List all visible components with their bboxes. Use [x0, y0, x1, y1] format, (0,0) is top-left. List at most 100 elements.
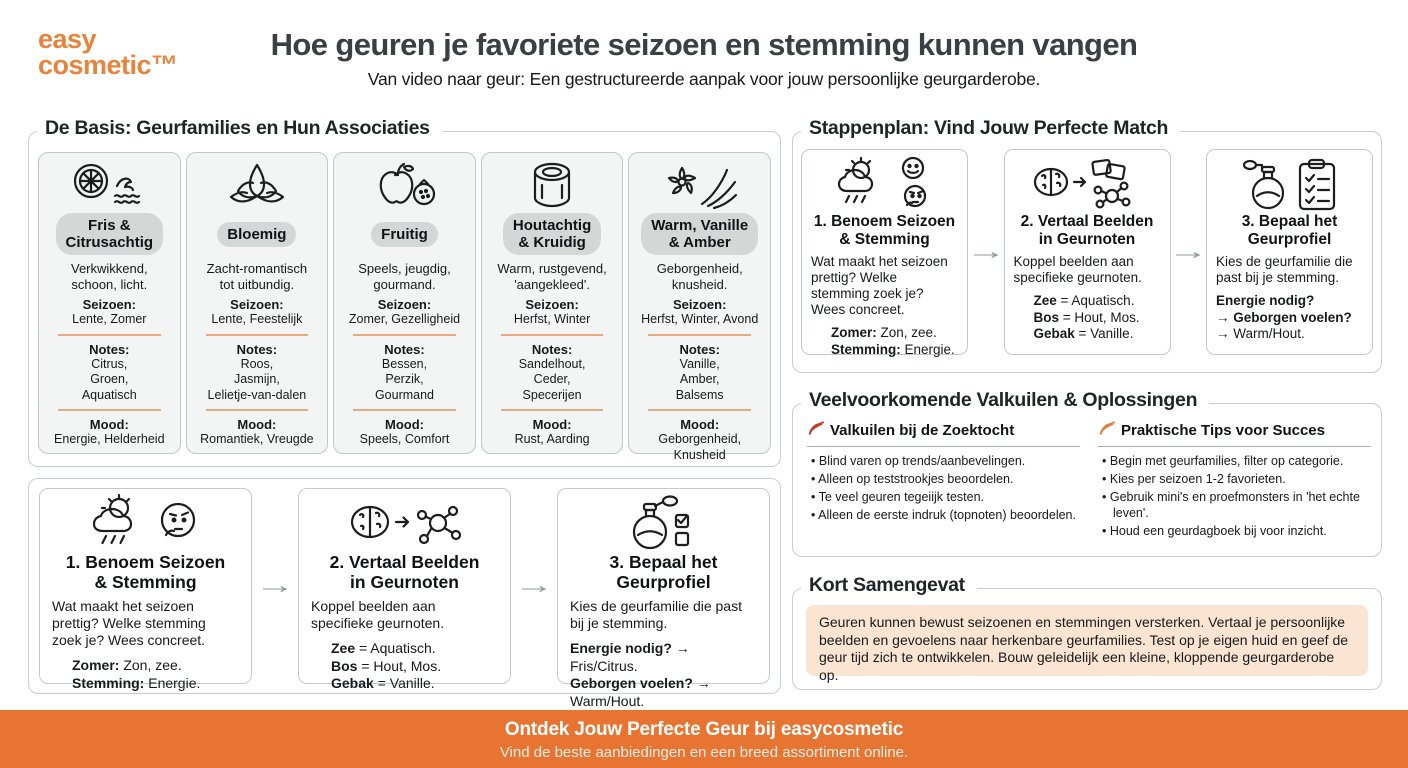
step-title: 3. Bepaal het Geurprofiel [609, 552, 718, 592]
season-mood-icon [52, 493, 239, 551]
step-keyvalue: Bos = Hout, Mos. [1033, 309, 1140, 325]
season-mood-icon [811, 154, 958, 212]
seizoen-label: Seizoen: [82, 297, 137, 312]
divider [648, 409, 751, 411]
pitfalls-column-header: Valkuilen bij de Zoektocht [807, 420, 1080, 447]
tips-bullet-list: Begin met geurfamilies, filter op catego… [1098, 454, 1371, 539]
divider [205, 409, 309, 411]
arrow-right-icon: → [513, 572, 555, 599]
bullet-item: Alleen op teststrookjes beoordelen. [811, 472, 1080, 488]
seizoen-label: Seizoen: [525, 297, 579, 312]
seizoen-label: Seizoen: [672, 297, 727, 312]
seizoen-value: Herfst, Winter, Avond [641, 312, 759, 326]
divider [58, 409, 161, 411]
stappenplan-steps-row: 1. Benoem Seizoen & Stemming Wat maakt h… [793, 132, 1381, 372]
mood-label: Mood: [532, 417, 572, 432]
step-card-2: 2. Vertaal Beelden in Geurnoten Koppel b… [1003, 149, 1171, 355]
step-card-2: 2. Vertaal Beelden in Geurnoten Koppel b… [298, 488, 511, 691]
step-keyvalue: Zee = Aquatisch. [1033, 293, 1135, 308]
step-keyvalue: Stemming: Energie. [72, 674, 201, 691]
family-description: Warm, rustgevend, 'aangekleed'. [497, 261, 607, 292]
step-keyvalue: → Warm/Hout. [1216, 326, 1305, 341]
chili-orange-icon [1098, 420, 1116, 441]
perfume-checklist-icon [570, 493, 757, 551]
footer-subtitle: Vind de beste aanbiedingen en een breed … [499, 744, 909, 761]
step-keyvalue: Zomer: Zon, zee. [831, 325, 937, 340]
step-keyvalue: Energie nodig? [1216, 293, 1315, 308]
divider [58, 333, 161, 336]
step-title: 2. Vertaal Beelden in Geurnoten [329, 552, 480, 592]
mood-value: Rust, Aarding [514, 432, 590, 446]
notes-label: Notes: [679, 341, 720, 357]
family-name-pill: Houtachtig & Kruidig [491, 211, 614, 257]
family-description: Geborgenheid, knusheid. [656, 261, 743, 292]
mood-value: Geborgenheid, Knusheid [658, 432, 742, 462]
families-section-title: De Basis: Geurfamilies en Hun Associatie… [37, 117, 442, 140]
bottom-steps-row: 1. Benoem Seizoen & Stemming Wat maakt h… [29, 479, 780, 709]
mood-value: Energie, Helderheid [54, 432, 165, 446]
step-body: Wat maakt het seizoen prettig? Welke ste… [811, 254, 948, 317]
pitfalls-bullet-list: Blind varen op trends/aanbevelingen. All… [807, 454, 1080, 524]
arrow-right-icon: → [254, 572, 296, 599]
family-description: Zacht-romantisch tot uitbundig. [206, 261, 308, 292]
step-card-1: 1. Benoem Seizoen & Stemming Wat maakt h… [39, 488, 252, 691]
family-name-pill: Fris & Citrusachtig [48, 211, 171, 257]
brain-to-scent-icon [311, 493, 498, 551]
divider [353, 333, 456, 336]
divider [205, 333, 309, 336]
pitfalls-column: Valkuilen bij de Zoektocht Blind varen o… [807, 420, 1080, 542]
divider [500, 409, 604, 411]
divider [500, 333, 604, 336]
step-title: 2. Vertaal Beelden in Geurnoten [1020, 213, 1154, 248]
family-name: Bloemig [217, 221, 297, 247]
arrow-right-icon: → [1167, 238, 1209, 265]
step-title: 3. Bepaal het Geurprofiel [1241, 213, 1338, 248]
step-body: Kies de geurfamilie die past bij je stem… [570, 598, 742, 631]
family-name: Warm, Vanille & Amber [641, 213, 759, 255]
step-keyvalues: Energie nodig? → Fris/Citrus. Geborgen v… [570, 640, 757, 710]
seizoen-value: Lente, Zomer [72, 312, 147, 326]
perfume-checklist-icon [1216, 154, 1363, 212]
footer-title: Ontdek Jouw Perfecte Geur bij easycosmet… [504, 719, 904, 740]
bullet-item: Gebruik mini's en proefmonsters in 'het … [1102, 490, 1371, 521]
family-card-fruitig: Fruitig Speels, jeugdig, gourmand. Seizo… [333, 152, 476, 454]
step-body: Kies de geurfamilie die past bij je stem… [1216, 254, 1353, 285]
mood-label: Mood: [680, 417, 720, 432]
step-keyvalues: Energie nodig? → Geborgen voelen? → Warm… [1216, 293, 1363, 343]
mood-label: Mood: [385, 417, 424, 432]
logo-line1: easy [38, 24, 97, 54]
bullet-item: Te veel geuren tegeiijk testen. [811, 490, 1080, 506]
notes-label: Notes: [236, 341, 278, 357]
seizoen-value: Herfst, Winter [513, 312, 591, 326]
step-keyvalue: Energie nodig? → Fris/Citrus. [570, 640, 690, 674]
apple-berries-icon [337, 159, 472, 211]
step-keyvalues: Zee = Aquatisch. Bos = Hout, Mos. Gebak … [1034, 293, 1161, 343]
family-name: Fris & Citrusachtig [55, 213, 164, 255]
notes-value: Bessen, Perzik, Gourmand [374, 356, 435, 402]
tips-column-title: Praktische Tips voor Succes [1121, 422, 1325, 439]
mood-value: Speels, Comfort [359, 432, 450, 446]
mood-value: Romantiek, Vreugde [200, 432, 314, 446]
mood-label: Mood: [237, 417, 277, 432]
family-name-pill: Bloemig [196, 211, 319, 257]
step-keyvalues: Zomer: Zon, zee. Stemming: Energie. [72, 657, 239, 692]
tips-column: Praktische Tips voor Succes Begin met ge… [1098, 420, 1371, 542]
vanilla-orchid-icon [632, 159, 767, 211]
step-body: Koppel beelden aan specifieke geurnoten. [1013, 254, 1142, 285]
pitfalls-column-title: Valkuilen bij de Zoektocht [830, 422, 1015, 439]
bottom-steps-section: 1. Benoem Seizoen & Stemming Wat maakt h… [28, 478, 781, 709]
pitfalls-section: Veelvoorkomende Valkuilen & Oplossingen … [792, 389, 1382, 557]
bullet-item: Houd een geurdagboek bij voor inzicht. [1102, 524, 1371, 540]
bullet-item: Begin met geurfamilies, filter op catego… [1102, 454, 1371, 470]
step-card-3: 3. Bepaal het Geurprofiel Kies de geurfa… [557, 488, 770, 709]
notes-value: Sandelhout, Ceder, Specerijen [518, 356, 586, 402]
divider [648, 333, 751, 336]
step-keyvalue: Gebak = Vanille. [331, 675, 435, 691]
step-keyvalue: Zee = Aquatisch. [331, 640, 436, 656]
step-keyvalue: Geborgen voelen? → Warm/Hout. [570, 675, 711, 709]
step-card-3: 3. Bepaal het Geurprofiel Kies de geurfa… [1206, 149, 1373, 355]
mood-label: Mood: [89, 417, 129, 432]
step-body: Koppel beelden aan specifieke geurnoten. [311, 598, 445, 631]
footer-banner: Ontdek Jouw Perfecte Geur bij easycosmet… [0, 710, 1408, 768]
step-keyvalues: Zee = Aquatisch. Bos = Hout, Mos. Gebak … [331, 640, 498, 693]
